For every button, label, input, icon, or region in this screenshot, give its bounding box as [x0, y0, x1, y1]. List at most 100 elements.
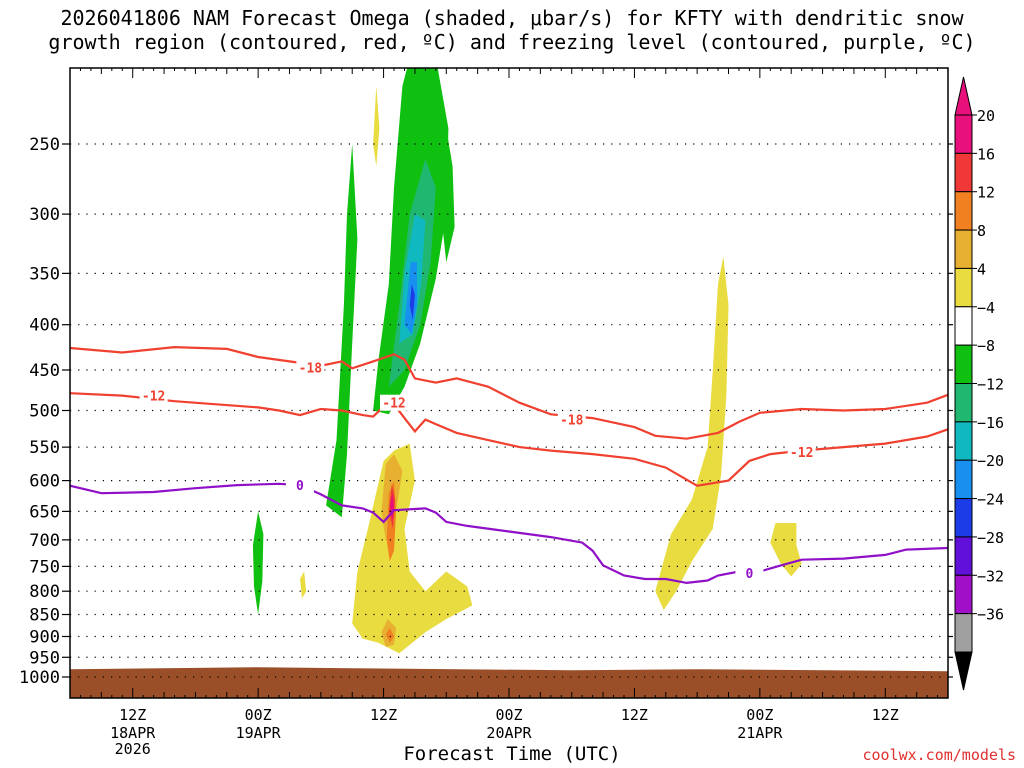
colorbar-swatch-13 [954, 613, 973, 653]
descent-right-band [655, 256, 729, 610]
credit-text: coolwx.com/models [862, 746, 1016, 764]
colorbar-label-3: 8 [977, 222, 986, 240]
colorbar-swatch-2 [954, 191, 973, 231]
dgz-minus12-label-bg-0 [139, 387, 168, 404]
dgz-minus18-label-1: -18 [560, 414, 584, 429]
chart-title-line-2: growth region (contoured, red, ºC) and f… [48, 30, 976, 54]
colorbar-swatch-6 [954, 344, 973, 384]
plot-border [69, 67, 949, 699]
ytick-label-550: 550 [29, 438, 60, 458]
colorbar-label-5: −4 [977, 299, 995, 317]
surface-ground [70, 667, 948, 698]
xtick-label-6-mid: 18APR [110, 724, 156, 742]
x-axis-label: Forecast Time (UTC) [403, 743, 621, 765]
ytick-label-350: 350 [29, 264, 60, 284]
ascent-peak [409, 284, 415, 320]
colorbar-swatch-12 [954, 574, 973, 615]
ytick-label-450: 450 [29, 361, 60, 381]
dgz-minus12-line [70, 392, 948, 487]
ytick-label-650: 650 [29, 502, 60, 522]
xtick-label-78-top: 12Z [872, 706, 899, 724]
colorbar-label-1: 16 [977, 145, 995, 163]
colorbar-label-12: −32 [977, 567, 1004, 585]
colorbar-label-9: −20 [977, 452, 1004, 470]
ytick-label-700: 700 [29, 531, 60, 551]
colorbar-label-4: 4 [977, 260, 986, 278]
colorbar-label-10: −24 [977, 491, 1004, 509]
xtick-label-54-top: 12Z [621, 706, 648, 724]
descent-peak [389, 493, 394, 521]
descent-low-left-small [300, 571, 307, 599]
xtick-label-66-top: 00Z [746, 706, 773, 724]
dgz-minus18-label-0: -18 [299, 361, 323, 376]
dgz-minus12-label-0: -12 [142, 390, 165, 405]
colorbar-label-2: 12 [977, 184, 995, 202]
xtick-label-18-mid: 19APR [236, 724, 282, 742]
ytick-label-400: 400 [29, 316, 60, 336]
freezing-level-label-1: 0 [745, 567, 753, 582]
ytick-label-300: 300 [29, 205, 60, 225]
omega-shading [252, 68, 802, 654]
freezing-level-label-0: 0 [296, 479, 304, 494]
ascent-left-band [326, 144, 358, 518]
pressure-axis: 2503003504004505005506006507007508008509… [19, 135, 953, 688]
ytick-label-950: 950 [29, 648, 60, 668]
temperature-contours: -18 -18 -12 -12 -12 0 0 [70, 345, 948, 585]
xtick-label-42-top: 00Z [495, 706, 522, 724]
colorbar-label-6: −8 [977, 337, 995, 355]
colorbar-bottom-arrow [954, 651, 973, 691]
xtick-label-42-mid: 20APR [486, 724, 532, 742]
ground-surface [70, 667, 948, 698]
colorbar-swatch-0 [954, 114, 973, 154]
dgz-minus12-label-2: -12 [790, 446, 813, 461]
colorbar-label-13: −36 [977, 606, 1004, 624]
xtick-label-6-bot: 2026 [115, 740, 151, 758]
ytick-label-750: 750 [29, 557, 60, 577]
chart-title-line-1: 2026041806 NAM Forecast Omega (shaded, μ… [60, 6, 964, 30]
ytick-label-1000: 1000 [19, 668, 60, 688]
freezing-level-label-bg-1 [735, 564, 764, 581]
chart-title: 2026041806 NAM Forecast Omega (shaded, μ… [0, 6, 1024, 54]
ytick-label-250: 250 [29, 135, 60, 155]
ascent-lower-left [252, 511, 264, 615]
descent-strong-low [385, 627, 394, 643]
ytick-label-900: 900 [29, 627, 60, 647]
colorbar-swatch-9 [954, 459, 973, 500]
colorbar-swatch-7 [954, 383, 973, 423]
dgz-minus12-label-bg-1 [380, 394, 409, 411]
colorbar-swatch-10 [954, 498, 973, 538]
xtick-label-30-top: 12Z [370, 706, 397, 724]
freezing-level-label-bg-0 [285, 477, 314, 494]
freezing-level-line [70, 482, 948, 585]
colorbar-swatch-8 [954, 421, 973, 461]
dgz-minus18-line [70, 345, 948, 440]
xtick-label-66-mid: 21APR [737, 724, 783, 742]
plot-frame [69, 67, 949, 699]
ytick-label-600: 600 [29, 472, 60, 492]
xtick-label-18-top: 00Z [245, 706, 272, 724]
dgz-minus18-label-bg-0 [296, 359, 325, 376]
colorbar-label-8: −16 [977, 414, 1004, 432]
dgz-minus18-label-bg-1 [557, 411, 586, 428]
xtick-label-6-top: 12Z [119, 706, 146, 724]
colorbar-top-arrow [954, 76, 973, 116]
colorbar-swatch-3 [954, 229, 973, 269]
colorbar: 20 16 12 8 4 −4 −8 −12 −16 −20 −24 −28 −32 −36 [954, 76, 1004, 691]
colorbar-swatch-5 [954, 306, 973, 346]
colorbar-swatch-11 [954, 536, 973, 576]
ascent-upper-band [441, 128, 455, 263]
ytick-label-500: 500 [29, 402, 60, 422]
descent-upper-thin [373, 86, 380, 167]
ytick-label-850: 850 [29, 606, 60, 626]
colorbar-swatch-1 [954, 152, 973, 193]
colorbar-swatch-4 [954, 267, 973, 308]
ytick-label-800: 800 [29, 582, 60, 602]
colorbar-label-0: 20 [977, 107, 995, 125]
colorbar-label-7: −12 [977, 376, 1004, 394]
descent-low-main [352, 443, 473, 654]
dgz-minus12-label-1: -12 [382, 397, 405, 412]
colorbar-label-11: −28 [977, 529, 1004, 547]
dgz-minus12-label-bg-2 [787, 444, 816, 461]
